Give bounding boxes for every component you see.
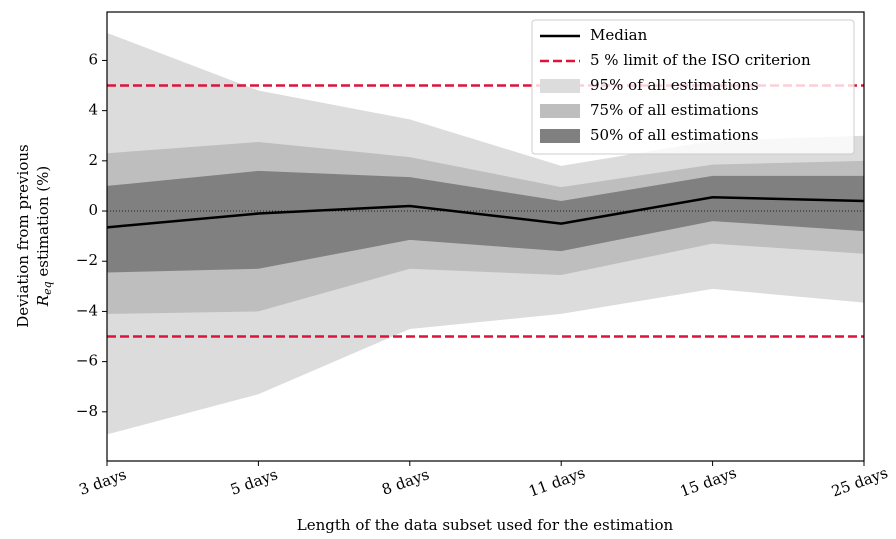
x-tick-label: 5 days bbox=[228, 465, 280, 499]
legend-label: 95% of all estimations bbox=[590, 76, 759, 94]
x-tick-label: 3 days bbox=[77, 465, 129, 499]
y-axis-label-line: Deviation from previous bbox=[14, 144, 32, 327]
legend-swatch bbox=[540, 104, 580, 118]
y-tick-label: 2 bbox=[88, 151, 98, 169]
legend-label: 75% of all estimations bbox=[590, 101, 759, 119]
y-axis-label-line: Req estimation (%) bbox=[34, 166, 54, 307]
y-tick-label: −6 bbox=[76, 352, 98, 370]
label-rest: estimation (%) bbox=[34, 166, 52, 282]
y-tick-label: −4 bbox=[76, 301, 98, 319]
subscript: eq bbox=[41, 281, 54, 295]
legend-frame bbox=[531, 19, 855, 155]
y-tick-label: −8 bbox=[76, 402, 98, 420]
legend-label: 5 % limit of the ISO criterion bbox=[590, 51, 811, 69]
x-tick-label: 11 days bbox=[526, 464, 587, 501]
x-tick-label: 15 days bbox=[678, 464, 739, 501]
legend-label: 50% of all estimations bbox=[590, 126, 759, 144]
legend-swatch bbox=[540, 129, 580, 143]
x-axis-label: Length of the data subset used for the e… bbox=[297, 516, 674, 534]
legend-label: Median bbox=[590, 26, 648, 44]
plot-frame bbox=[106, 11, 865, 462]
y-axis-label: Deviation from previous Req estimation (… bbox=[14, 144, 54, 327]
legend: Median 5 % limit of the ISO criterion 95% … bbox=[531, 19, 855, 155]
symbol: R bbox=[34, 295, 52, 307]
y-tick-label: −2 bbox=[76, 251, 98, 269]
y-tick-label: 4 bbox=[88, 101, 98, 119]
x-tick-label: 8 days bbox=[379, 465, 431, 499]
median-line bbox=[106, 195, 865, 229]
x-tick-label: 25 days bbox=[829, 464, 890, 501]
band bbox=[107, 170, 864, 273]
y-tick-label: 6 bbox=[88, 50, 98, 68]
legend-swatch bbox=[540, 79, 580, 93]
y-tick-label: 0 bbox=[88, 201, 98, 219]
